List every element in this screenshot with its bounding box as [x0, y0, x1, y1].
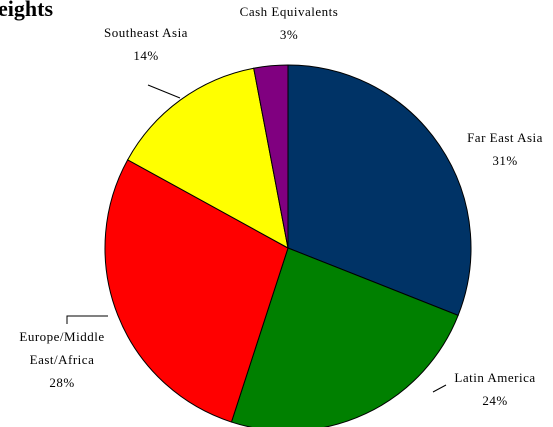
leader-line [147, 84, 181, 99]
slice-label: Europe/Middle East/Africa 28% [7, 325, 117, 394]
slice-label: Latin America 24% [435, 366, 553, 412]
value-label: 31% [492, 153, 518, 168]
slice-label: Southeast Asia 14% [81, 21, 211, 67]
value-label: 28% [49, 375, 75, 390]
category-label: Europe/Middle East/Africa [19, 329, 105, 367]
pie-slice [126, 67, 289, 249]
leader-line [432, 384, 447, 393]
chart-title: eights [0, 0, 53, 21]
leader-line [66, 315, 108, 324]
pie-slice [287, 64, 472, 317]
category-label: Far East Asia [467, 130, 543, 145]
slice-label: Cash Equivalents 3% [219, 0, 359, 46]
value-label: 3% [279, 27, 299, 42]
category-label: Southeast Asia [104, 25, 188, 40]
pie-slice [253, 64, 289, 249]
pie-slice [104, 159, 289, 423]
slice-label: Far East Asia 31% [445, 126, 553, 172]
pie-slice [230, 247, 459, 427]
value-label: 24% [482, 393, 508, 408]
value-label: 14% [133, 48, 159, 63]
category-label: Latin America [454, 370, 536, 385]
category-label: Cash Equivalents [239, 4, 339, 19]
